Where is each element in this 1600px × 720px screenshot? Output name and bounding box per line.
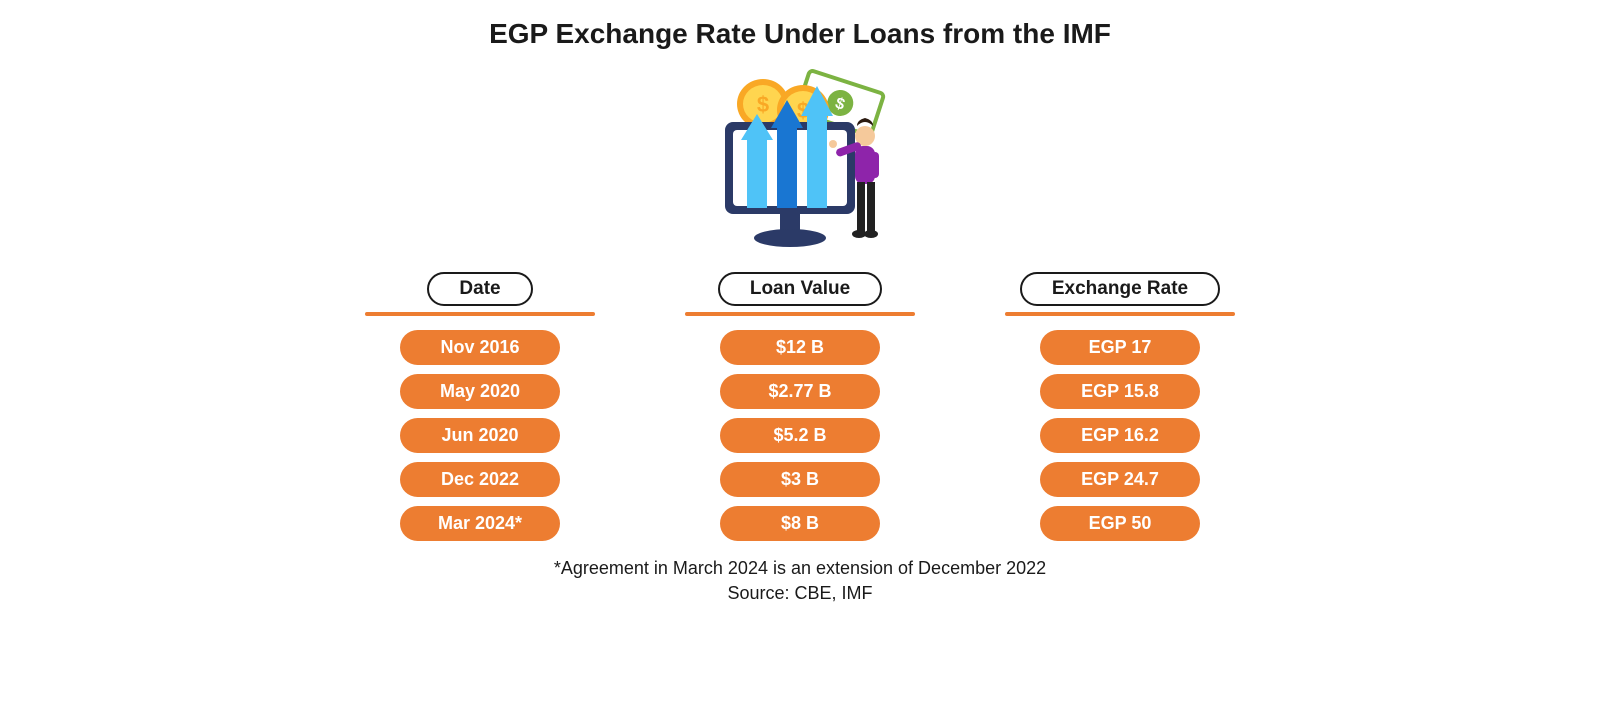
data-pill: Mar 2024*: [400, 506, 560, 541]
data-pill: $12 B: [720, 330, 880, 365]
column-exchange-rate: Exchange Rate EGP 17 EGP 15.8 EGP 16.2 E…: [1005, 272, 1235, 550]
column-divider: [685, 312, 915, 316]
data-pill: $3 B: [720, 462, 880, 497]
data-pill: EGP 15.8: [1040, 374, 1200, 409]
hero-illustration: $ $ $: [685, 60, 915, 260]
column-loan-value: Loan Value $12 B $2.77 B $5.2 B $3 B $8 …: [685, 272, 915, 550]
column-header-loan: Loan Value: [718, 272, 882, 306]
data-pill: EGP 50: [1040, 506, 1200, 541]
column-divider: [1005, 312, 1235, 316]
data-pill: EGP 17: [1040, 330, 1200, 365]
data-pill: $2.77 B: [720, 374, 880, 409]
column-divider: [365, 312, 595, 316]
column-date: Date Nov 2016 May 2020 Jun 2020 Dec 2022…: [365, 272, 595, 550]
data-pill: EGP 24.7: [1040, 462, 1200, 497]
column-header-rate: Exchange Rate: [1020, 272, 1220, 306]
footnote-line: *Agreement in March 2024 is an extension…: [554, 556, 1046, 581]
data-pill: EGP 16.2: [1040, 418, 1200, 453]
svg-text:$: $: [757, 92, 769, 117]
page-title: EGP Exchange Rate Under Loans from the I…: [489, 18, 1111, 50]
column-header-date: Date: [427, 272, 532, 306]
footnote-source: Source: CBE, IMF: [554, 581, 1046, 606]
footnote: *Agreement in March 2024 is an extension…: [554, 556, 1046, 606]
data-pill: Nov 2016: [400, 330, 560, 365]
data-pill: $5.2 B: [720, 418, 880, 453]
data-table: Date Nov 2016 May 2020 Jun 2020 Dec 2022…: [365, 272, 1235, 550]
data-pill: Dec 2022: [400, 462, 560, 497]
data-pill: May 2020: [400, 374, 560, 409]
data-pill: Jun 2020: [400, 418, 560, 453]
data-pill: $8 B: [720, 506, 880, 541]
